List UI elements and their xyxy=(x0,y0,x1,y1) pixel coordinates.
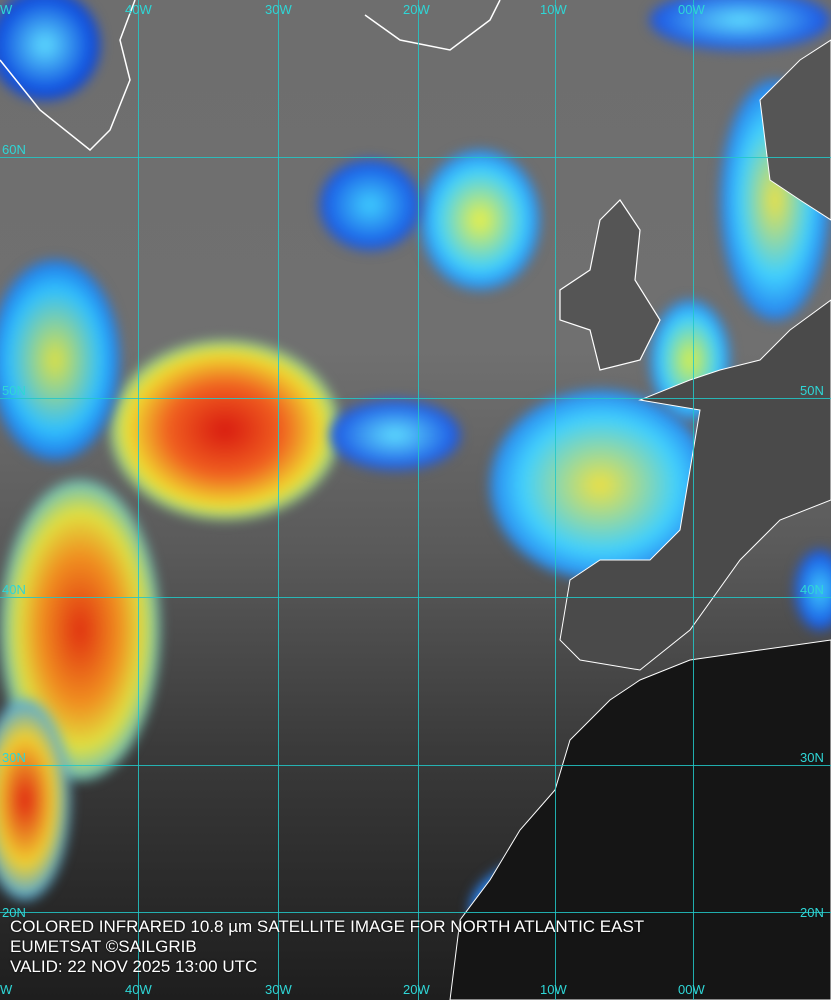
lat-label-left: 50N xyxy=(2,383,26,398)
british-isles xyxy=(559,199,661,371)
lon-label-top: 20W xyxy=(403,2,430,17)
lon-label-bottom: 10W xyxy=(540,982,567,997)
lat-label-right: 30N xyxy=(800,750,824,765)
meridian-40w xyxy=(138,0,139,1000)
iceland-coast xyxy=(364,0,501,51)
parallel-20n xyxy=(0,912,831,913)
meridian-00w xyxy=(693,0,694,1000)
cloud-mid xyxy=(330,400,460,470)
parallel-60n xyxy=(0,157,831,158)
lon-label-top: 30W xyxy=(265,2,292,17)
meridian-30w xyxy=(278,0,279,1000)
cloud-north-2 xyxy=(320,160,420,250)
parallel-30n xyxy=(0,765,831,766)
caption-title: COLORED INFRARED 10.8 µm SATELLITE IMAGE… xyxy=(10,917,645,936)
cloud-top-right xyxy=(650,0,830,50)
lon-label-bottom: 20W xyxy=(403,982,430,997)
lat-label-right: 50N xyxy=(800,383,824,398)
lon-label-top: 40W xyxy=(125,2,152,17)
greenland-coast xyxy=(0,0,136,152)
lat-label-right: 40N xyxy=(800,582,824,597)
cloud-storm-main xyxy=(110,340,340,520)
lon-label-top: W xyxy=(0,2,13,17)
meridian-20w xyxy=(418,0,419,1000)
cloud-front-south xyxy=(0,700,70,900)
meridian-10w xyxy=(555,0,556,1000)
cloud-west xyxy=(0,260,120,460)
lat-label-left: 20N xyxy=(2,905,26,920)
parallel-50n xyxy=(0,398,831,399)
caption-credit: EUMETSAT ©SAILGRIB xyxy=(10,937,197,956)
cloud-mediterranean xyxy=(795,550,831,630)
lon-label-top: 00W xyxy=(678,2,705,17)
lat-label-right: 20N xyxy=(800,905,824,920)
parallel-40n xyxy=(0,597,831,598)
lon-label-bottom: 40W xyxy=(125,982,152,997)
lat-label-left: 60N xyxy=(2,142,26,157)
cloud-greenland xyxy=(0,0,100,100)
lon-label-top: 10W xyxy=(540,2,567,17)
africa-coast xyxy=(449,639,831,1000)
lat-label-left: 40N xyxy=(2,582,26,597)
cloud-north xyxy=(420,150,540,290)
lon-label-bottom: 30W xyxy=(265,982,292,997)
lat-label-left: 30N xyxy=(2,750,26,765)
caption-valid-time: VALID: 22 NOV 2025 13:00 UTC xyxy=(10,957,258,976)
lon-label-bottom: W xyxy=(0,982,13,997)
scandinavia xyxy=(759,39,831,221)
lon-label-bottom: 00W xyxy=(678,982,705,997)
europe-coast xyxy=(559,299,831,671)
